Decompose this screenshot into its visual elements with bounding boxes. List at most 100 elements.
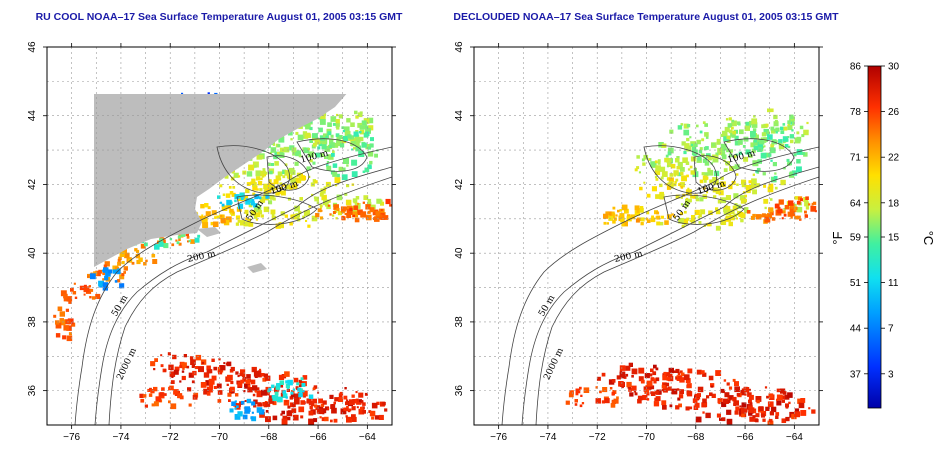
sst-pixel	[768, 207, 774, 213]
sst-pixel	[259, 412, 265, 418]
sst-pixel	[154, 244, 160, 250]
sst-pixel	[329, 142, 335, 148]
sst-pixel	[260, 170, 266, 177]
sst-pixel	[346, 406, 349, 409]
sst-pixel	[646, 211, 650, 215]
sst-pixel	[123, 271, 126, 274]
sst-pixel	[152, 259, 158, 264]
sst-pixel	[236, 207, 242, 212]
sst-pixel	[263, 206, 270, 213]
sst-pixel	[368, 146, 372, 150]
sst-pixel	[318, 117, 321, 120]
sst-pixel	[247, 387, 253, 393]
sst-pixel	[799, 218, 802, 221]
sst-pixel	[741, 402, 747, 408]
sst-pixel	[251, 178, 256, 183]
sst-pixel	[749, 154, 753, 158]
sst-pixel	[755, 396, 762, 402]
sst-pixel	[725, 215, 730, 221]
sst-pixel	[740, 213, 746, 219]
bathymetry-contour	[663, 194, 745, 225]
sst-pixel	[694, 143, 698, 147]
sst-pixel	[770, 108, 774, 113]
sst-pixel	[575, 388, 581, 394]
sst-pixel	[335, 133, 340, 137]
sst-pixel	[364, 167, 370, 173]
sst-pixel	[104, 276, 109, 281]
sst-pixel	[324, 416, 329, 422]
sst-pixel	[253, 203, 258, 208]
sst-pixel	[216, 383, 222, 389]
sst-pixel	[794, 203, 797, 207]
sst-pixel	[312, 387, 316, 391]
sst-pixel	[671, 388, 678, 395]
sst-pixel	[330, 419, 333, 423]
sst-pixel	[237, 375, 240, 378]
sst-pixel	[378, 414, 384, 420]
sst-pixel	[740, 218, 744, 223]
sst-pixel	[798, 402, 805, 409]
sst-pixel	[262, 377, 267, 382]
y-tick-label: 42	[454, 178, 465, 190]
sst-pixel	[229, 191, 234, 195]
colorbar-ticks: 86 30 78 26 71 22 64 18 59 15 51 11 44 7 37 3	[850, 62, 900, 381]
y-tick-label: 38	[27, 316, 38, 328]
sst-pixel	[353, 140, 356, 143]
sst-pixel	[242, 414, 248, 420]
sst-pixel	[241, 373, 246, 378]
sst-pixel	[202, 222, 209, 229]
sst-pixel	[229, 386, 235, 392]
sst-pixel	[343, 395, 348, 400]
sst-pixel	[609, 387, 613, 390]
sst-pixel	[142, 394, 147, 398]
sst-pixel	[163, 243, 169, 249]
sst-pixel	[677, 375, 682, 379]
sst-pixel	[640, 222, 644, 226]
sst-pixel	[656, 221, 661, 226]
sst-pixel	[55, 333, 61, 338]
sst-pixel	[66, 335, 73, 342]
sst-pixel	[755, 170, 758, 173]
sst-pixel	[694, 402, 700, 408]
sst-pixel	[298, 154, 302, 158]
sst-pixel	[66, 296, 73, 302]
sst-pixel	[307, 148, 310, 151]
sst-pixel	[116, 279, 121, 283]
sst-pixel	[660, 215, 664, 219]
sst-pixel	[789, 119, 795, 125]
sst-pixel	[265, 416, 271, 423]
sst-pixel	[216, 215, 220, 219]
sst-pixel	[237, 382, 243, 387]
sst-pixel	[680, 212, 684, 216]
sst-pixel	[379, 208, 385, 215]
sst-pixel	[720, 388, 725, 393]
sst-pixel	[220, 365, 226, 371]
sst-pixel	[320, 403, 325, 408]
sst-pixel	[240, 220, 246, 226]
sst-pixel	[351, 159, 358, 166]
sst-pixel	[331, 214, 335, 217]
sst-pixel	[352, 198, 357, 203]
sst-pixel	[331, 407, 337, 414]
sst-pixel	[810, 205, 817, 212]
sst-pixel	[800, 398, 806, 403]
sst-pixel	[313, 418, 318, 423]
sst-pixel	[250, 416, 254, 420]
sst-pixel	[799, 125, 804, 130]
sst-pixel	[371, 204, 376, 210]
sst-pixel	[655, 377, 660, 382]
sst-pixel	[158, 241, 164, 247]
sst-pixel	[125, 268, 128, 271]
sst-pixel	[680, 196, 683, 199]
sst-pixel	[628, 388, 632, 392]
sst-pixel	[293, 393, 299, 399]
sst-pixel	[794, 408, 800, 413]
sst-pixel	[653, 364, 657, 369]
sst-pixel	[311, 193, 314, 197]
sst-pixel	[268, 395, 272, 399]
left-chart-title: RU COOL NOAA–17 Sea Surface Temperature …	[36, 11, 403, 23]
sst-pixel	[256, 205, 262, 211]
sst-pixel	[363, 132, 369, 138]
sst-pixel	[626, 214, 631, 218]
sst-pixel	[324, 146, 331, 152]
